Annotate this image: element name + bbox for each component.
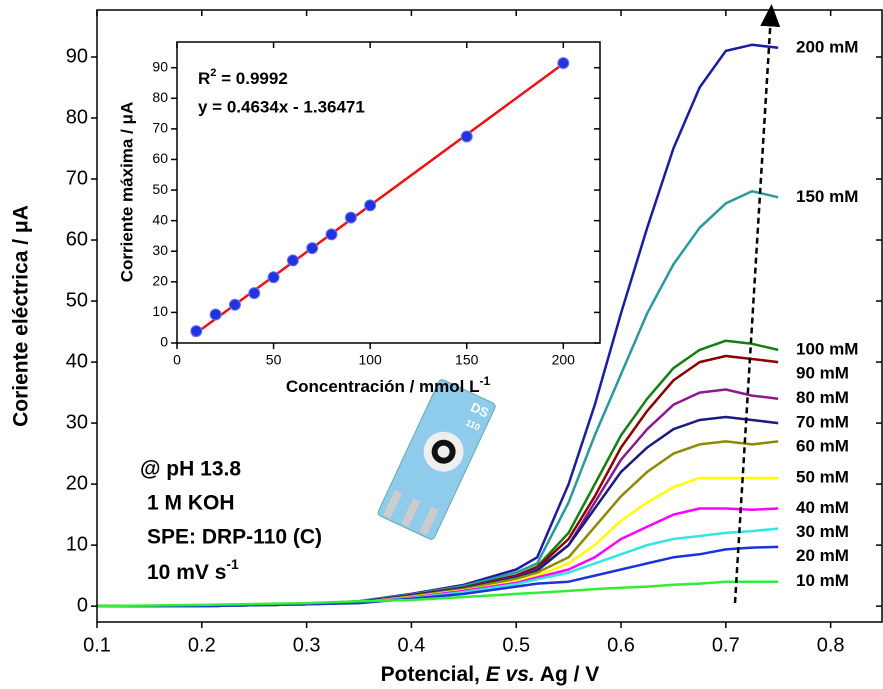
series-label: 30 mM <box>796 522 849 541</box>
series-label: 150 mM <box>796 187 858 206</box>
point <box>209 308 222 321</box>
y-tick-label: 90 <box>152 58 168 74</box>
series-label: 70 mM <box>796 413 849 432</box>
y-tick-label: 30 <box>152 242 168 258</box>
r2-part: R <box>198 69 210 88</box>
x-tick-label: 0.5 <box>502 634 530 656</box>
inset-x-axis-title-sup: -1 <box>479 374 490 388</box>
curve <box>97 545 779 608</box>
y-axis-title: Coriente eléctrica / μA <box>10 205 33 427</box>
electrode-pin <box>419 506 439 536</box>
y-tick-label: 40 <box>152 211 168 227</box>
point <box>364 199 377 212</box>
annotation: 10 mV s-1 <box>147 556 239 584</box>
x-tick-label: 0 <box>173 352 181 368</box>
r2-part: = 0.9992 <box>216 69 287 88</box>
point <box>286 254 299 267</box>
electrode-image: DS 110 <box>377 379 496 540</box>
annotation: SPE: DRP-110 (C) <box>147 526 322 549</box>
series-label: 10 mM <box>796 571 849 590</box>
electrode-center <box>437 445 450 458</box>
x-axis-title-part: Ag / V <box>535 663 600 686</box>
x-axis-title: Potencial, E vs. Ag / V <box>381 663 600 686</box>
plot-layer: 0.1 0.2 0.3 0.4 0.5 0.6 0.7 0.80102030405060708… <box>66 9 883 656</box>
point <box>248 287 261 300</box>
point <box>190 325 203 338</box>
x-tick-label: 50 <box>266 352 282 368</box>
inset-y-axis-title: Corriente máxima / μA <box>117 102 136 282</box>
electrode-pin <box>401 498 421 527</box>
series-label: 90 mM <box>796 363 849 382</box>
y-tick-label: 60 <box>66 228 88 250</box>
inset-x-axis-title: Concentración / mmol L-1 <box>286 374 491 396</box>
x-axis-title-part: E vs. <box>486 663 535 686</box>
series-label: 20 mM <box>796 546 849 565</box>
y-tick-label: 10 <box>152 303 168 319</box>
annotation-sup: -1 <box>226 556 239 572</box>
series-label: 60 mM <box>796 437 849 456</box>
r2-label: R2 = 0.9992 <box>198 67 288 89</box>
curve <box>96 580 779 608</box>
point <box>228 298 241 311</box>
series-label: 80 mM <box>796 388 849 407</box>
x-tick-label: 0.4 <box>398 634 426 656</box>
x-axis-title-part: Potencial, <box>381 663 486 686</box>
plot-frame <box>96 9 883 623</box>
x-tick-label: 200 <box>552 352 576 368</box>
y-tick-label: 20 <box>66 472 88 494</box>
y-tick-label: 60 <box>152 150 168 166</box>
point <box>306 242 319 255</box>
y-tick-label: 80 <box>152 89 168 105</box>
series-label: 200 mM <box>796 37 858 56</box>
inset-frame <box>176 41 601 344</box>
trend-arrow <box>733 4 781 604</box>
annotation-text: 10 mV s <box>147 561 226 584</box>
x-tick-label: 0.8 <box>817 634 845 656</box>
inset-x-axis-title-part: Concentración / mmol L <box>286 377 480 396</box>
y-tick-label: 50 <box>66 289 88 311</box>
y-tick-label: 70 <box>66 167 88 189</box>
series-label: 40 mM <box>796 498 849 517</box>
y-tick-label: 90 <box>66 45 88 67</box>
fit-equation: y = 0.4634x - 1.36471 <box>198 97 365 116</box>
electrode-brand: DS <box>468 399 491 420</box>
y-tick-label: 10 <box>66 533 88 555</box>
annotation: 1 M KOH <box>147 492 235 515</box>
x-tick-label: 0.2 <box>188 634 216 656</box>
series-label: 100 mM <box>796 339 858 358</box>
x-tick-label: 0.1 <box>83 634 111 656</box>
y-tick-label: 40 <box>66 350 88 372</box>
series-label: 50 mM <box>796 467 849 486</box>
point <box>325 228 338 241</box>
r2-sup: 2 <box>210 67 216 79</box>
electrode-pin <box>383 489 403 519</box>
y-tick-label: 30 <box>66 411 88 433</box>
x-tick-label: 0.6 <box>607 634 635 656</box>
y-tick-label: 20 <box>152 273 168 289</box>
y-tick-label: 50 <box>152 181 168 197</box>
y-tick-label: 70 <box>152 120 168 136</box>
y-tick-label: 0 <box>77 594 88 616</box>
point <box>267 271 280 284</box>
y-tick-label: 80 <box>66 106 88 128</box>
point <box>344 211 357 224</box>
point <box>557 57 570 70</box>
point <box>460 130 473 143</box>
y-tick-label: 0 <box>160 334 168 350</box>
x-tick-label: 0.3 <box>293 634 321 656</box>
x-tick-label: 0.7 <box>712 634 740 656</box>
x-tick-label: 100 <box>358 352 382 368</box>
x-tick-label: 150 <box>455 352 479 368</box>
annotation: @ pH 13.8 <box>140 458 241 481</box>
